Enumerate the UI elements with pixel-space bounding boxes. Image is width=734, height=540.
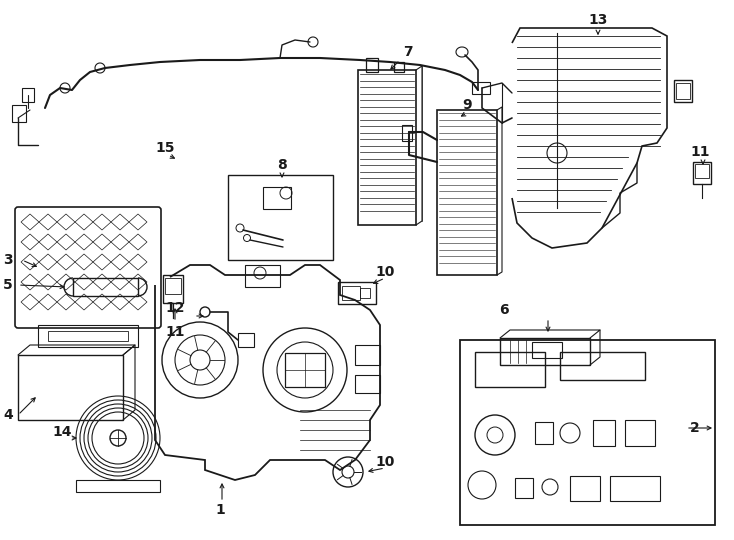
Bar [165, 278, 181, 294]
Bar [76, 480, 160, 492]
Text: 7: 7 [403, 45, 413, 59]
Bar [625, 420, 655, 446]
Bar [394, 62, 404, 72]
Bar [238, 333, 254, 347]
Text: 10: 10 [375, 265, 395, 279]
Text: 13: 13 [589, 13, 608, 27]
Text: 14: 14 [52, 425, 72, 439]
Text: 9: 9 [462, 98, 472, 112]
Bar [695, 164, 709, 178]
Text: 15: 15 [156, 141, 175, 155]
Text: 3: 3 [3, 253, 12, 267]
Bar [48, 331, 128, 341]
Bar [693, 162, 711, 184]
Bar [593, 420, 615, 446]
Text: 2: 2 [690, 421, 700, 435]
Bar [228, 175, 333, 260]
Bar [366, 58, 378, 72]
Bar [676, 83, 690, 99]
Bar [38, 325, 138, 347]
Text: 12: 12 [165, 301, 185, 315]
Bar [355, 345, 380, 365]
Bar [674, 80, 692, 102]
Bar [515, 478, 533, 498]
Bar [610, 476, 660, 501]
Text: 6: 6 [499, 303, 509, 317]
Bar [460, 340, 715, 525]
Bar [22, 88, 34, 102]
Bar [12, 105, 26, 122]
Bar [245, 265, 280, 287]
Bar [570, 476, 600, 501]
Bar [355, 375, 380, 393]
Text: 4: 4 [3, 408, 13, 422]
Bar [532, 342, 562, 358]
Text: 1: 1 [215, 503, 225, 517]
Text: 11: 11 [690, 145, 710, 159]
Bar [472, 82, 490, 94]
Bar [285, 353, 325, 387]
Text: 8: 8 [277, 158, 287, 172]
Bar [360, 288, 370, 298]
Bar [263, 187, 291, 209]
Bar [338, 282, 376, 304]
Bar [475, 352, 545, 387]
Bar [342, 286, 360, 300]
Text: 5: 5 [3, 278, 13, 292]
Bar [358, 70, 416, 225]
Bar [560, 352, 645, 380]
Text: 10: 10 [375, 455, 395, 469]
Bar [535, 422, 553, 444]
Bar [163, 275, 183, 303]
Bar [73, 278, 138, 296]
Bar [437, 110, 497, 275]
Bar [18, 355, 123, 420]
Text: 11: 11 [165, 325, 185, 339]
Bar [402, 125, 412, 141]
